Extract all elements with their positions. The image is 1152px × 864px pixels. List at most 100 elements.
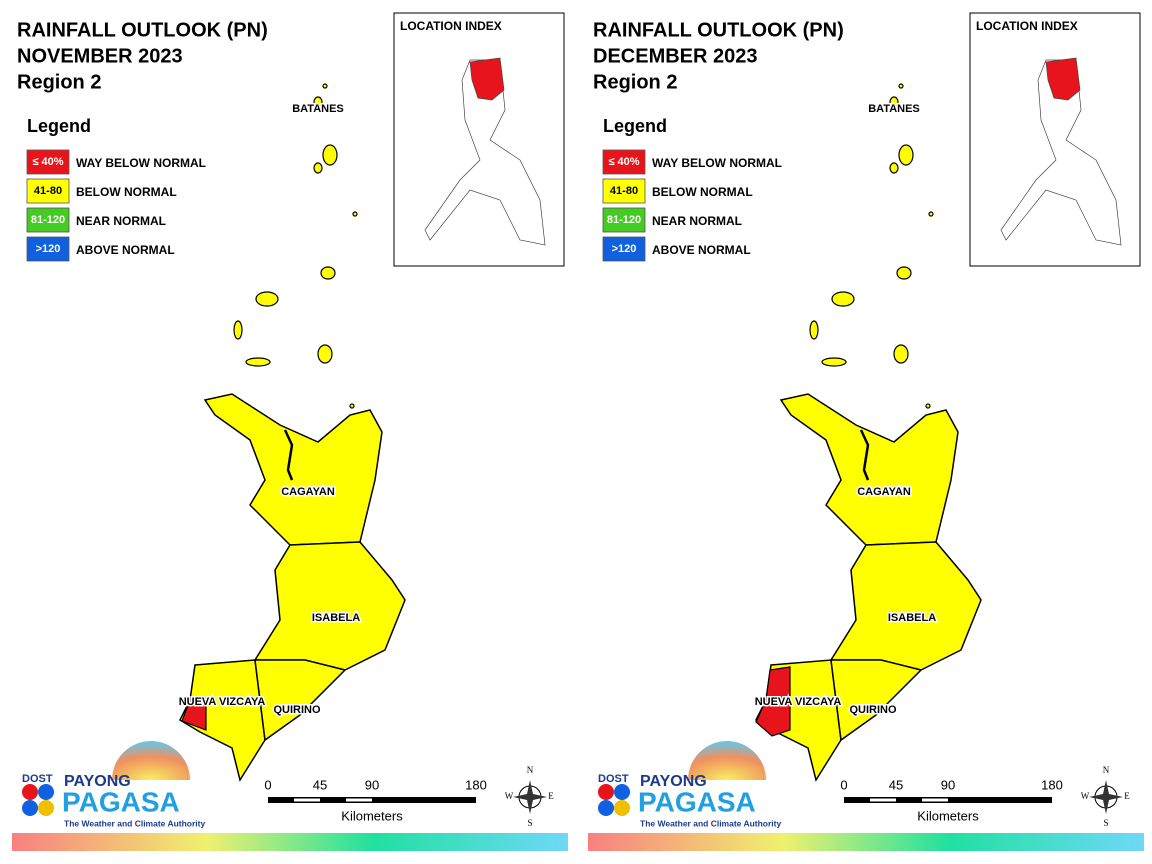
island — [925, 403, 931, 409]
province-label: ISABELA — [312, 612, 360, 624]
island — [322, 144, 338, 166]
province-quirino — [830, 659, 923, 742]
logo-top: PAYONG — [640, 773, 707, 790]
logo-dot — [38, 800, 54, 816]
scale-tick-label: 0 — [264, 777, 271, 792]
logo-dot — [22, 800, 38, 816]
below-40-area — [755, 666, 791, 737]
location-index-title: LOCATION INDEX — [976, 19, 1078, 33]
legend-swatch — [26, 207, 70, 233]
legend-swatch — [602, 149, 646, 175]
legend-swatch — [26, 178, 70, 204]
logo-dot — [38, 784, 54, 800]
map-title: RAINFALL OUTLOOK (PN) — [593, 19, 844, 41]
legend-title: Legend — [27, 116, 91, 136]
island — [317, 344, 333, 364]
legend-swatch-label: 41-80 — [610, 185, 638, 197]
legend-label: ABOVE NORMAL — [76, 243, 175, 257]
island — [889, 162, 899, 174]
scale-segment — [346, 798, 372, 802]
province-label: NUEVA VIZCAYA — [179, 696, 266, 708]
map-panel: RAINFALL OUTLOOK (PN) DECEMBER 2023 Region… — [588, 12, 1144, 851]
river — [283, 429, 294, 481]
island — [898, 144, 914, 166]
legend-label: WAY BELOW NORMAL — [76, 156, 206, 170]
logo-tagline: The Weather and Climate Authority — [64, 818, 205, 828]
map-panel: RAINFALL OUTLOOK (PN) NOVEMBER 2023 Region… — [12, 12, 568, 851]
province-label: BATANES — [868, 103, 920, 115]
map-title: Region 2 — [593, 71, 677, 93]
legend-swatch-label: >120 — [612, 243, 637, 255]
philippines-outline — [1000, 59, 1122, 246]
map-title: RAINFALL OUTLOOK (PN) — [17, 19, 268, 41]
compass-label: E — [1124, 791, 1130, 801]
legend-swatch-label: ≤ 40% — [32, 156, 63, 168]
island — [313, 162, 323, 174]
region-highlight — [469, 57, 505, 101]
island — [322, 83, 328, 89]
logo-dot — [598, 800, 614, 816]
legend-title: Legend — [603, 116, 667, 136]
compass-label: N — [1103, 765, 1110, 775]
philippines-outline — [424, 59, 546, 246]
logo-agency: DOST — [22, 773, 53, 785]
island — [896, 266, 912, 280]
province-label: BATANES — [292, 103, 344, 115]
logo-top: PAYONG — [64, 773, 131, 790]
province-label: QUIRINO — [273, 704, 321, 716]
scale-tick-label: 0 — [840, 777, 847, 792]
legend-label: BELOW NORMAL — [652, 185, 753, 199]
province-label: CAGAYAN — [857, 486, 911, 498]
scale-tick-label: 90 — [365, 777, 379, 792]
compass-rose — [513, 780, 547, 814]
island — [349, 403, 355, 409]
province-cagayan — [203, 393, 383, 546]
island — [245, 357, 271, 367]
legend-swatch — [602, 236, 646, 262]
legend-swatch-label: 81-120 — [31, 214, 65, 226]
location-index-title: LOCATION INDEX — [400, 19, 502, 33]
legend-label: ABOVE NORMAL — [652, 243, 751, 257]
island — [233, 320, 243, 340]
province-label: NUEVA VIZCAYA — [755, 696, 842, 708]
legend-swatch-label: 41-80 — [34, 185, 62, 197]
legend-swatch — [602, 178, 646, 204]
region-highlight — [1045, 57, 1081, 101]
island — [893, 344, 909, 364]
compass-label: S — [527, 818, 532, 828]
logo-main: PAGASA — [62, 786, 180, 817]
logo-dot — [598, 784, 614, 800]
logo-agency: DOST — [598, 773, 629, 785]
logo-dot — [614, 784, 630, 800]
scale-unit: Kilometers — [341, 808, 403, 823]
logo-umbrella — [688, 741, 766, 780]
logo-main: PAGASA — [638, 786, 756, 817]
legend-swatch-label: 81-120 — [607, 214, 641, 226]
compass-label: W — [505, 791, 514, 801]
compass-label: E — [548, 791, 554, 801]
scale-tick-label: 180 — [465, 777, 487, 792]
logo-dot — [614, 800, 630, 816]
scale-tick-label: 180 — [1041, 777, 1063, 792]
scale-tick-label: 45 — [889, 777, 903, 792]
color-band — [12, 833, 568, 851]
island — [320, 266, 336, 280]
legend-swatch — [26, 236, 70, 262]
map-title: NOVEMBER 2023 — [17, 45, 183, 67]
legend-swatch-label: ≤ 40% — [608, 156, 639, 168]
scale-segment — [294, 798, 320, 802]
province-cagayan — [779, 393, 959, 546]
map-title: DECEMBER 2023 — [593, 45, 758, 67]
compass-rose — [1089, 780, 1123, 814]
logo-umbrella — [112, 741, 190, 780]
legend-swatch — [26, 149, 70, 175]
province-isabela — [253, 541, 406, 671]
island — [928, 211, 934, 217]
island — [821, 357, 847, 367]
color-band — [588, 833, 1144, 851]
legend-swatch — [602, 207, 646, 233]
province-isabela — [829, 541, 982, 671]
island — [255, 291, 279, 307]
province-label: ISABELA — [888, 612, 936, 624]
